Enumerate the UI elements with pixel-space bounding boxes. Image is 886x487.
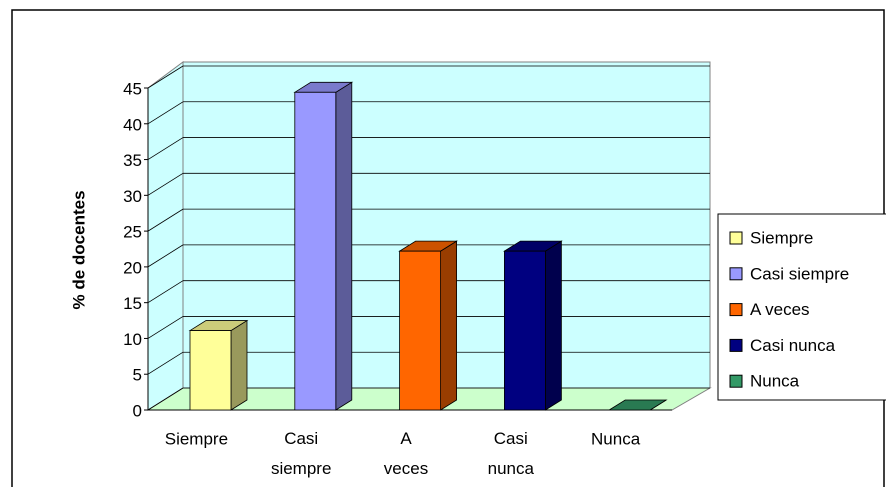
x-tick-label: Siempre — [165, 429, 228, 448]
y-tick-label: 25 — [123, 223, 142, 242]
y-tick-label: 40 — [123, 115, 142, 134]
x-tick-label: Casi nunca — [488, 429, 535, 478]
legend-label: A veces — [750, 300, 810, 319]
legend-swatch — [729, 303, 743, 317]
grid-line — [147, 208, 184, 232]
y-tick-label: 0 — [133, 401, 142, 420]
bar-front — [399, 250, 442, 411]
grid-line — [147, 172, 184, 196]
bar-side — [440, 240, 458, 411]
bar — [607, 399, 668, 411]
bar-front — [503, 250, 546, 411]
legend — [717, 213, 886, 401]
bar — [503, 240, 563, 411]
legend-swatch — [729, 338, 743, 352]
y-tick-label: 5 — [133, 366, 142, 385]
bar — [293, 81, 354, 411]
legend-label: Siempre — [750, 228, 813, 247]
grid-line — [147, 65, 184, 89]
grid-line — [147, 387, 184, 411]
grid-line — [147, 351, 184, 375]
y-tick-label: 30 — [123, 187, 142, 206]
bar-side — [230, 319, 248, 411]
legend-swatch — [729, 267, 743, 281]
y-tick-label: 45 — [123, 79, 142, 98]
y-axis-label: % de docentes — [69, 190, 88, 309]
bar — [188, 319, 249, 411]
y-tick-label: 15 — [123, 294, 142, 313]
grid-line — [147, 137, 184, 160]
legend-label: Casi nunca — [750, 336, 836, 355]
y-tick-label: 20 — [123, 258, 142, 277]
grid-line — [147, 316, 184, 339]
side-wall — [147, 61, 184, 411]
bar-front — [294, 91, 337, 411]
x-tick-label: Nunca — [591, 429, 641, 448]
legend-label: Casi siempre — [750, 264, 849, 283]
grid-line — [147, 244, 184, 268]
bar-side — [545, 240, 562, 411]
bar-top — [607, 399, 668, 411]
x-tick-label: Casi siempre — [271, 429, 331, 478]
grid-line — [147, 101, 184, 125]
legend-swatch — [729, 374, 743, 388]
legend-swatch — [729, 231, 743, 245]
y-tick-label: 35 — [123, 151, 142, 170]
bar-side — [335, 81, 353, 411]
grid-line — [147, 280, 184, 304]
bar-front — [189, 330, 232, 411]
y-tick-label: 10 — [123, 330, 142, 349]
bar — [398, 240, 458, 411]
legend-label: Nunca — [750, 372, 800, 391]
